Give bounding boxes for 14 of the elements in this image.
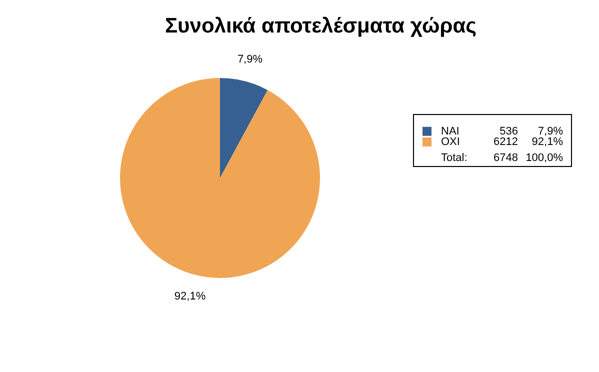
text: 7,9% (538, 125, 563, 138)
data-label: 7,9% (237, 54, 263, 66)
text: 536 (500, 125, 518, 138)
text: 6212 (494, 136, 518, 148)
text: 6748 (494, 152, 518, 164)
pie-slice (120, 78, 320, 278)
chart-title: Συνολικά αποτελέσματα χώρας (164, 14, 477, 38)
text: Total: (441, 152, 468, 164)
pie-slice (220, 78, 268, 178)
legend-label: OXI (441, 136, 460, 148)
legend-label: NAI (441, 125, 460, 138)
data-label: 92,1% (174, 290, 206, 302)
text: 92,1% (532, 136, 563, 148)
text: 100,0% (526, 152, 564, 164)
